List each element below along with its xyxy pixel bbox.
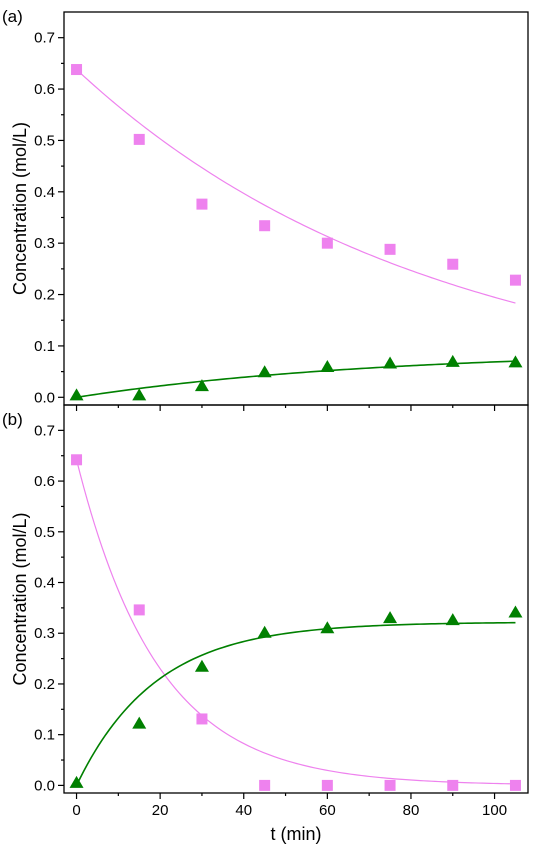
panel-a: 0.0 0.1 0.2 0.3 0.4 0.5 0.6 0.7 Concentration (m… — [2, 7, 529, 411]
y-axis-title: Concentration (mol/L) — [10, 122, 30, 295]
triangle-marker — [445, 354, 460, 367]
triangle-marker — [132, 388, 147, 401]
y-tick-label: 0.1 — [34, 338, 55, 355]
square-marker — [196, 198, 208, 210]
triangle-marker — [320, 360, 335, 373]
fit-curve — [75, 621, 516, 786]
triangle-marker — [69, 775, 84, 788]
panel-b: 0.0 0.1 0.2 0.3 0.4 0.5 0.6 0.7 0 20 40 60 80 100 t (m… — [2, 404, 529, 844]
square-marker — [259, 779, 271, 791]
x-tick-label: 40 — [235, 802, 252, 819]
triangle-marker — [257, 365, 272, 378]
y-tick-label: 0.6 — [34, 81, 55, 98]
triangle-marker — [445, 613, 460, 626]
square-marker — [133, 133, 145, 145]
y-tick-label: 0.3 — [34, 625, 55, 642]
x-axis-title: t (min) — [271, 824, 322, 844]
series-triangles — [69, 605, 523, 788]
x-tick-label: 0 — [72, 802, 80, 819]
plot-frame — [63, 11, 529, 406]
series-squares — [71, 454, 521, 791]
y-tick-label: 0.3 — [34, 235, 55, 252]
series-squares — [71, 64, 521, 304]
x-tick-label: 100 — [482, 802, 507, 819]
square-marker — [133, 604, 145, 616]
y-tick-label: 0.6 — [34, 473, 55, 490]
square-marker — [447, 779, 459, 791]
y-tick-label: 0.7 — [34, 30, 55, 47]
square-marker — [71, 454, 83, 466]
fit-curve — [75, 459, 516, 785]
fit-curve — [76, 360, 516, 399]
triangle-marker — [320, 621, 335, 634]
square-marker — [509, 779, 521, 791]
y-tick-label: 0.2 — [34, 676, 55, 693]
square-marker — [259, 220, 271, 232]
triangle-marker — [508, 605, 523, 618]
square-marker — [71, 64, 83, 76]
square-marker — [321, 237, 333, 249]
y-tick-label: 0.5 — [34, 132, 55, 149]
triangle-marker — [257, 625, 272, 638]
triangle-marker — [69, 388, 84, 401]
plot-frame — [63, 404, 529, 794]
triangle-marker — [194, 379, 209, 392]
square-marker — [321, 779, 333, 791]
square-marker — [196, 713, 208, 725]
triangle-marker — [383, 356, 398, 369]
y-tick-label: 0.2 — [34, 287, 55, 304]
y-tick-label: 0.5 — [34, 524, 55, 541]
triangle-marker — [132, 716, 147, 729]
square-marker — [447, 258, 459, 270]
square-marker — [384, 243, 396, 255]
triangle-marker — [508, 355, 523, 368]
y-axis-title: Concentration (mol/L) — [10, 512, 30, 685]
x-tick-label: 60 — [319, 802, 336, 819]
triangle-marker — [383, 611, 398, 624]
triangle-marker — [194, 659, 209, 672]
panel-label: (a) — [2, 7, 23, 26]
panel-label: (b) — [2, 410, 23, 429]
y-tick-label: 0.1 — [34, 727, 55, 744]
fit-curve — [76, 69, 516, 304]
square-marker — [384, 779, 396, 791]
y-tick-label: 0.7 — [34, 422, 55, 439]
series-triangles — [69, 354, 523, 401]
y-tick-label: 0.4 — [34, 575, 55, 592]
y-tick-label: 0.4 — [34, 184, 55, 201]
y-tick-label: 0.0 — [34, 777, 55, 794]
x-tick-label: 20 — [152, 802, 169, 819]
y-tick-label: 0.0 — [34, 389, 55, 406]
x-tick-label: 80 — [403, 802, 420, 819]
square-marker — [509, 274, 521, 286]
